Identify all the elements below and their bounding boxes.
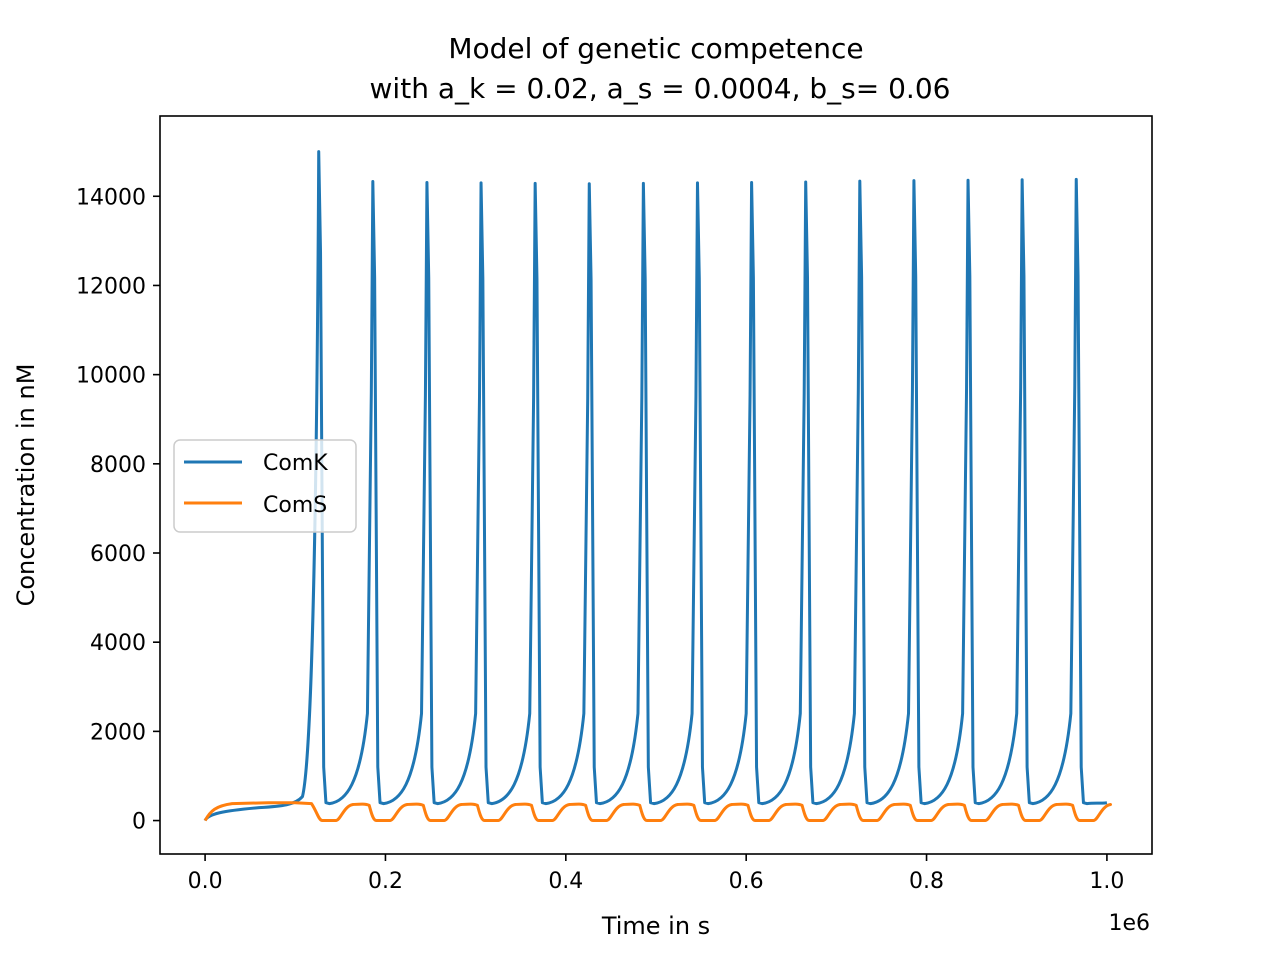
x-tick-label: 0.4 <box>548 869 583 894</box>
series-line-coms <box>203 801 1113 823</box>
chart-title-line2: with a_k = 0.02, a_s = 0.0004, b_s= 0.06 <box>370 72 951 105</box>
plot-lines <box>203 150 1113 823</box>
x-axis-offset-text: 1e6 <box>1108 911 1150 936</box>
legend-label-coms: ComS <box>263 493 327 518</box>
y-tick-label: 10000 <box>76 364 146 389</box>
x-tick-label: 0.8 <box>909 869 944 894</box>
x-axis-label: Time in s <box>601 912 710 940</box>
series-line-comk <box>203 150 1108 822</box>
y-tick-label: 8000 <box>90 453 146 478</box>
x-axis-ticks: 0.0 0.2 0.4 0.6 0.8 1.0 <box>188 854 1124 894</box>
x-tick-label: 0.2 <box>368 869 403 894</box>
axes-frame <box>159 115 1153 855</box>
y-tick-label: 4000 <box>90 631 146 656</box>
legend-label-comk: ComK <box>263 451 328 476</box>
y-tick-label: 6000 <box>90 542 146 567</box>
x-tick-label: 0.6 <box>729 869 764 894</box>
legend: ComK ComS <box>173 439 357 533</box>
chart-title-line1: Model of genetic competence <box>448 32 863 65</box>
y-tick-label: 0 <box>132 810 146 835</box>
y-tick-label: 12000 <box>76 274 146 299</box>
y-tick-label: 2000 <box>90 720 146 745</box>
x-tick-label: 1.0 <box>1089 869 1124 894</box>
y-tick-label: 14000 <box>76 185 146 210</box>
y-axis-ticks: 0 2000 4000 6000 8000 10000 12000 14000 <box>76 185 160 835</box>
x-tick-label: 0.0 <box>188 869 223 894</box>
y-axis-label: Concentration in nM <box>12 364 40 607</box>
